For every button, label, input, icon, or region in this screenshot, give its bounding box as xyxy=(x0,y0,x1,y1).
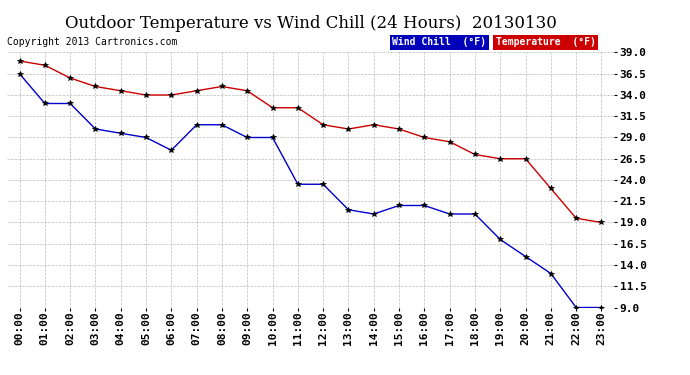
Text: Wind Chill  (°F): Wind Chill (°F) xyxy=(393,38,486,47)
Text: Temperature  (°F): Temperature (°F) xyxy=(495,38,595,47)
Text: Outdoor Temperature vs Wind Chill (24 Hours)  20130130: Outdoor Temperature vs Wind Chill (24 Ho… xyxy=(65,15,556,32)
Text: Copyright 2013 Cartronics.com: Copyright 2013 Cartronics.com xyxy=(7,38,177,47)
